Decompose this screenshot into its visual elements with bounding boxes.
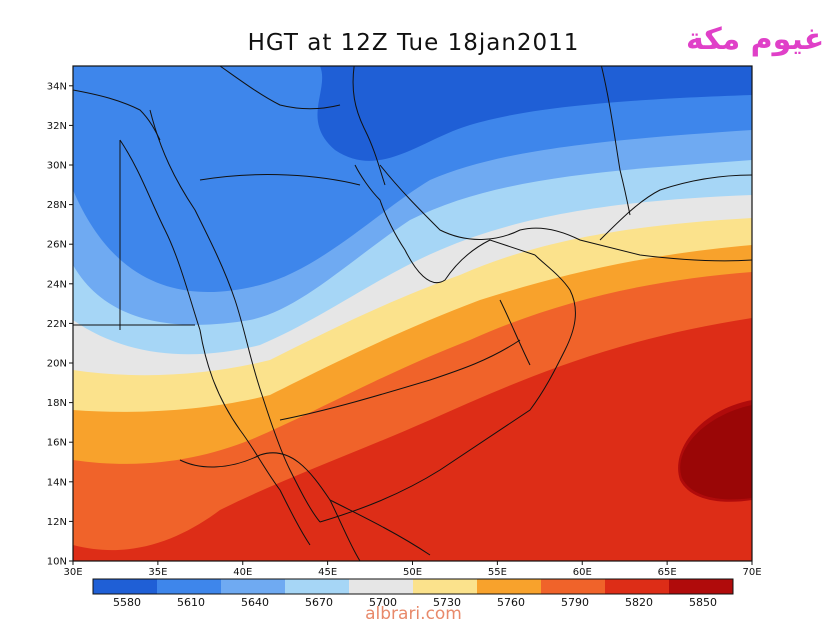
coastline xyxy=(600,66,631,216)
lon-tick-label: 65E xyxy=(658,567,677,578)
colorbar-label: 5580 xyxy=(113,596,141,609)
lon-tick-label: 60E xyxy=(573,567,592,578)
lon-tick-label: 50E xyxy=(403,567,422,578)
lat-tick-label: 18N xyxy=(47,398,67,409)
chart-title: HGT at 12Z Tue 18jan2011 xyxy=(247,30,580,56)
colorbar-swatch xyxy=(349,579,413,594)
lat-tick-label: 26N xyxy=(47,240,67,251)
lon-tick-label: 70E xyxy=(742,567,761,578)
lon-tick-label: 55E xyxy=(488,567,507,578)
lon-tick-label: 30E xyxy=(63,567,82,578)
colorbar-frame xyxy=(92,578,734,595)
coastline xyxy=(199,174,361,186)
coastline xyxy=(329,499,431,556)
coastline xyxy=(352,66,386,186)
coastline xyxy=(499,299,531,366)
arabic-watermark: غيوم مكة xyxy=(686,22,825,57)
lat-tick-label: 34N xyxy=(47,81,67,92)
colorbar-swatch xyxy=(669,579,733,594)
lat-tick-label: 10N xyxy=(47,557,67,568)
colorbar-swatch xyxy=(605,579,669,594)
colorbar-swatch xyxy=(93,579,157,594)
height-core xyxy=(680,405,752,500)
coastlines-and-borders xyxy=(73,66,752,561)
lat-tick-label: 12N xyxy=(47,517,67,528)
lat-tick-label: 28N xyxy=(47,200,67,211)
colorbar-label: 5850 xyxy=(689,596,717,609)
coastline xyxy=(599,174,752,241)
colorbar-label: 5790 xyxy=(561,596,589,609)
lat-tick-label: 16N xyxy=(47,438,67,449)
coastline xyxy=(149,109,321,523)
lat-tick-label: 24N xyxy=(47,279,67,290)
colorbar-label: 5640 xyxy=(241,596,269,609)
coastline xyxy=(179,452,361,561)
colorbar-swatch xyxy=(285,579,349,594)
colorbar-label: 5670 xyxy=(305,596,333,609)
colorbar-swatch xyxy=(541,579,605,594)
colorbar-label: 5610 xyxy=(177,596,205,609)
coastline xyxy=(379,164,752,262)
colorbar-swatch xyxy=(221,579,285,594)
colorbar-label: 5760 xyxy=(497,596,525,609)
coastline xyxy=(279,339,521,421)
coastline xyxy=(319,254,576,523)
colorbar-swatch xyxy=(157,579,221,594)
lat-tick-label: 14N xyxy=(47,477,67,488)
coastline xyxy=(219,66,341,110)
lon-tick-label: 40E xyxy=(233,567,252,578)
axis-ticks: 10N 12N 14N 16N 18N 20N 22N 24N 26N 28N 30N 32N 34N 3… xyxy=(47,81,762,578)
coastline xyxy=(73,89,161,141)
lat-tick-label: 22N xyxy=(47,319,67,330)
lon-tick-label: 45E xyxy=(318,567,337,578)
lat-tick-label: 20N xyxy=(47,359,67,370)
lat-tick-label: 30N xyxy=(47,161,67,172)
colorbar-swatch xyxy=(477,579,541,594)
height-band xyxy=(73,318,752,561)
colorbar-label: 5700 xyxy=(369,596,397,609)
coastline xyxy=(119,139,311,546)
colorbar-swatch xyxy=(413,579,477,594)
site-watermark: albrari.com xyxy=(365,604,462,624)
colorbar-label: 5820 xyxy=(625,596,653,609)
colorbar: 5580 5610 5640 5670 5700 5730 5760 5790 5820 5850 xyxy=(92,578,734,609)
lat-tick-label: 32N xyxy=(47,121,67,132)
colorbar-label: 5730 xyxy=(433,596,461,609)
height-field xyxy=(73,66,752,561)
lon-tick-label: 35E xyxy=(148,567,167,578)
coastline xyxy=(354,164,536,284)
